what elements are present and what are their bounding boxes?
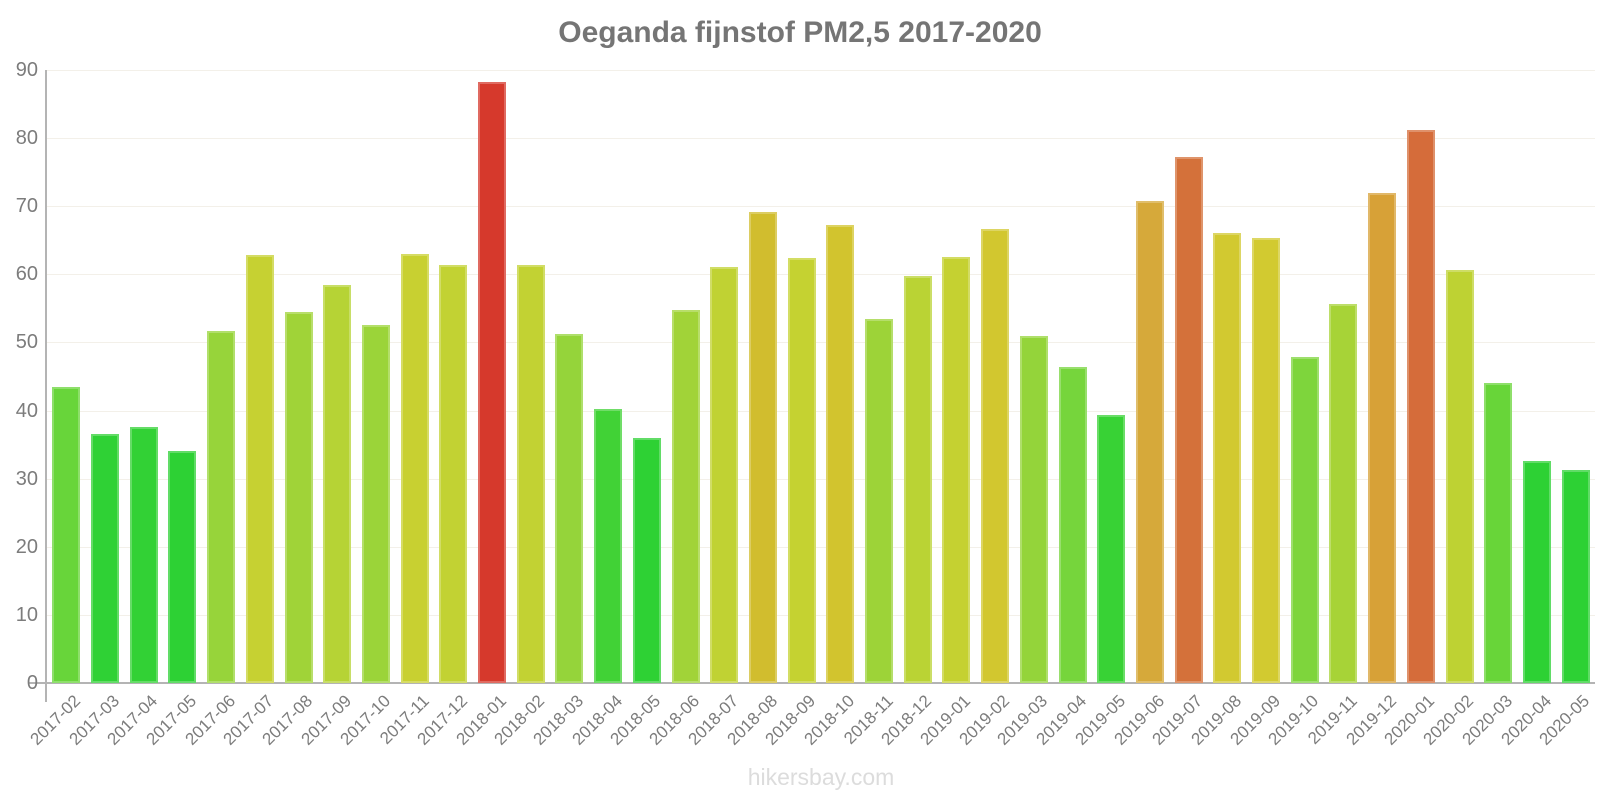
bar-2018-07[interactable] xyxy=(710,266,739,683)
y-tick-label-90: 90 xyxy=(15,59,38,81)
y-tick-label-20: 20 xyxy=(15,535,38,558)
bar-2017-04[interactable] xyxy=(129,426,158,683)
bar-2017-05[interactable] xyxy=(168,450,197,683)
y-tick-label-30: 30 xyxy=(15,467,38,490)
y-tick-label-70: 70 xyxy=(15,195,38,218)
bar-2017-11[interactable] xyxy=(400,253,429,683)
bar-2019-12[interactable] xyxy=(1368,193,1397,683)
y-tick-label-0: 0 xyxy=(26,672,38,694)
bar-2017-02[interactable] xyxy=(52,387,81,683)
bar-2017-09[interactable] xyxy=(323,284,352,683)
bar-2019-03[interactable] xyxy=(1019,335,1048,683)
bar-2020-02[interactable] xyxy=(1445,269,1474,683)
bar-2017-07[interactable] xyxy=(245,255,274,683)
bar-2018-01[interactable] xyxy=(478,82,507,683)
gridline-70 xyxy=(47,206,1595,208)
bar-2019-04[interactable] xyxy=(1058,366,1087,683)
bar-2018-03[interactable] xyxy=(555,333,584,683)
bar-2018-08[interactable] xyxy=(748,212,777,683)
x-axis-line xyxy=(28,682,1595,684)
bar-2018-10[interactable] xyxy=(826,224,855,683)
gridline-20 xyxy=(47,546,1595,548)
bar-2018-05[interactable] xyxy=(632,438,661,683)
chart-title: Oeganda fijnstof PM2,5 2017-2020 xyxy=(558,16,1042,49)
bar-2017-06[interactable] xyxy=(207,330,236,683)
gridline-90 xyxy=(47,70,1595,71)
gridline-80 xyxy=(47,138,1595,140)
bar-2019-02[interactable] xyxy=(981,229,1010,683)
y-tick-label-60: 60 xyxy=(15,263,38,286)
bar-2019-10[interactable] xyxy=(1290,357,1319,683)
bar-2018-11[interactable] xyxy=(865,319,894,683)
bar-2017-10[interactable] xyxy=(361,324,390,683)
y-axis-line xyxy=(45,70,47,702)
y-tick-label-10: 10 xyxy=(15,603,38,626)
bar-2017-08[interactable] xyxy=(284,312,313,683)
bar-2019-06[interactable] xyxy=(1135,201,1164,683)
y-tick-label-50: 50 xyxy=(15,331,38,354)
gridline-30 xyxy=(47,478,1595,480)
bar-2019-09[interactable] xyxy=(1252,238,1281,683)
bar-2018-12[interactable] xyxy=(903,275,932,683)
plot-area xyxy=(47,70,1595,683)
bar-2019-05[interactable] xyxy=(1097,414,1126,683)
gridline-10 xyxy=(47,614,1595,616)
gridline-60 xyxy=(47,274,1595,276)
gridline-40 xyxy=(47,410,1595,412)
bar-2019-11[interactable] xyxy=(1329,303,1358,683)
bar-2020-05[interactable] xyxy=(1561,469,1590,683)
y-tick-label-80: 80 xyxy=(15,127,38,150)
bar-2020-04[interactable] xyxy=(1522,460,1551,683)
bar-2020-01[interactable] xyxy=(1406,129,1435,683)
bar-2018-09[interactable] xyxy=(787,258,816,683)
y-tick-label-40: 40 xyxy=(15,399,38,422)
gridline-50 xyxy=(47,342,1595,344)
bar-2018-02[interactable] xyxy=(516,264,545,683)
bar-2017-12[interactable] xyxy=(439,264,468,683)
bar-2019-08[interactable] xyxy=(1213,232,1242,683)
bar-2018-04[interactable] xyxy=(594,408,623,683)
bar-2019-01[interactable] xyxy=(942,256,971,683)
bar-2020-03[interactable] xyxy=(1484,383,1513,683)
bar-2019-07[interactable] xyxy=(1174,156,1203,683)
bar-2017-03[interactable] xyxy=(91,433,120,683)
watermark: hikersbay.com xyxy=(747,764,895,790)
bar-2018-06[interactable] xyxy=(671,310,700,683)
